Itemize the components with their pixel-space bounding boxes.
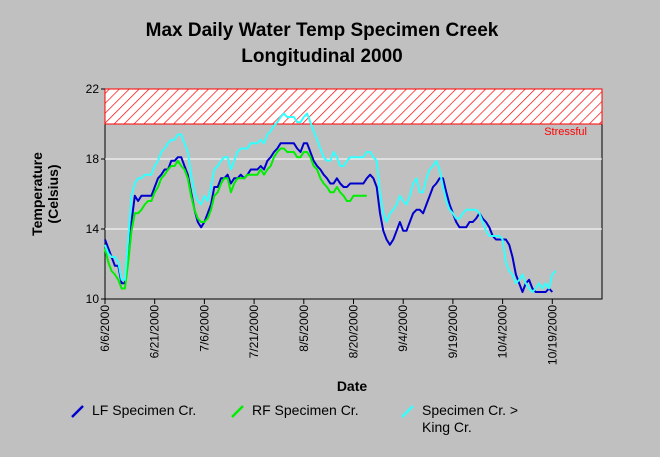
legend-label: Specimen Cr. > King Cr. (422, 402, 518, 435)
y-tick-label: 22 (86, 82, 100, 96)
x-tick-label: 7/21/2000 (247, 305, 261, 359)
x-tick-label: 6/6/2000 (98, 305, 112, 352)
y-tick-labels: 10 14 18 22 (86, 82, 105, 306)
x-tick-label: 7/6/2000 (197, 305, 211, 352)
x-tick-label: 10/19/2000 (545, 305, 559, 365)
legend-swatch (401, 405, 414, 418)
y-axis-title-line-1: Temperature (29, 152, 45, 236)
series-line-3 (104, 112, 557, 293)
series-line-2 (104, 147, 367, 290)
x-tick-labels: 6/6/2000 6/21/2000 7/6/2000 7/21/2000 8/5/20… (98, 299, 559, 365)
legend-label: RF Specimen Cr. (252, 402, 359, 418)
series-line-1 (104, 142, 554, 293)
x-tick-label: 6/21/2000 (148, 305, 162, 359)
legend-swatch (231, 405, 244, 418)
y-tick-label: 18 (86, 152, 100, 166)
series-lines (104, 112, 557, 293)
legend: LF Specimen Cr. RF Specimen Cr. Specimen C… (71, 402, 518, 435)
chart-title-line-1: Max Daily Water Temp Specimen Creek (146, 20, 499, 41)
x-axis-title: Date (337, 378, 368, 394)
x-tick-label: 10/4/2000 (496, 305, 510, 359)
x-tick-label: 9/19/2000 (446, 305, 460, 359)
x-tick-label: 8/5/2000 (297, 305, 311, 352)
stressful-label: Stressful (544, 126, 587, 138)
stressful-band (104, 88, 603, 125)
legend-label: LF Specimen Cr. (92, 402, 196, 418)
y-tick-label: 14 (86, 222, 100, 236)
legend-swatch (71, 405, 84, 418)
x-tick-label: 8/20/2000 (347, 305, 361, 359)
y-tick-label: 10 (86, 292, 100, 306)
chart-title-line-2: Longitudinal 2000 (241, 46, 403, 67)
x-tick-label: 9/4/2000 (396, 305, 410, 352)
y-axis-title-line-2: (Celsius) (45, 164, 61, 223)
